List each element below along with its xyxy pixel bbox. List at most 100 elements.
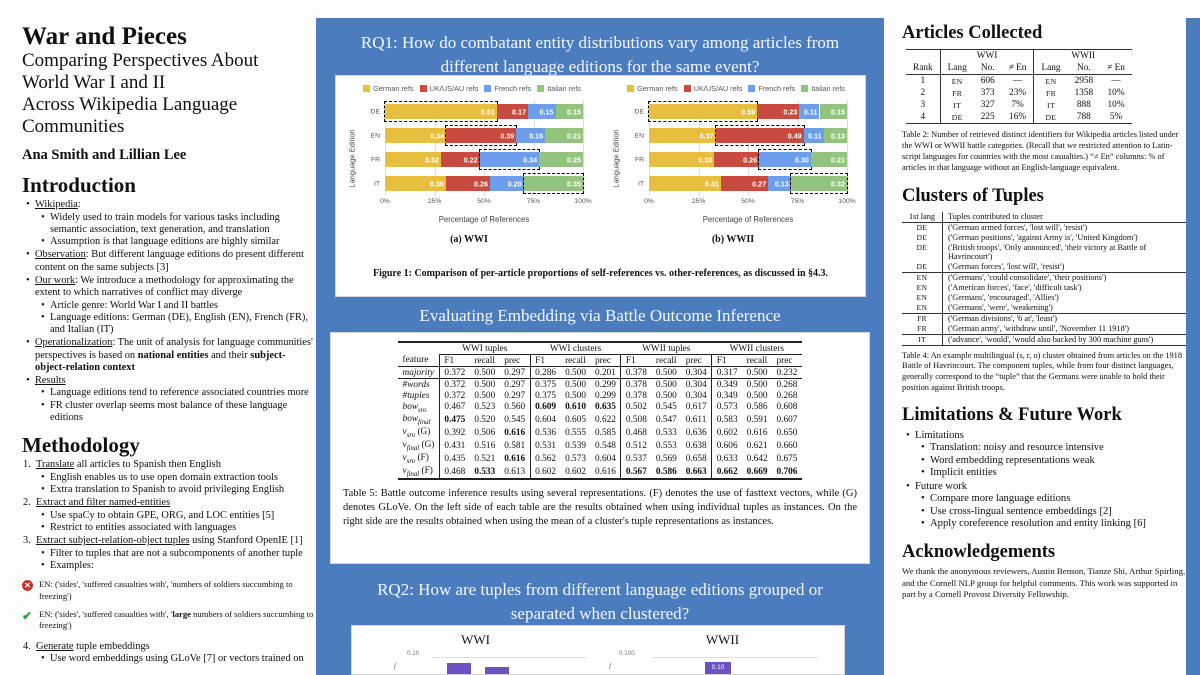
- value-cell: 0.606: [711, 439, 743, 453]
- cell: 788: [1076, 112, 1091, 123]
- bar-value: 0.11: [803, 107, 818, 116]
- feature-cell: majority: [398, 366, 440, 379]
- bar-value: 0.36: [429, 179, 444, 188]
- y-tick-label: 0.100: [619, 650, 635, 657]
- methodology-item-4: 4. Generate tuple embeddingsUse word embe…: [22, 641, 314, 666]
- metric-header: prec: [499, 354, 531, 367]
- rq1-title: RQ1: How do combatant entity distributio…: [360, 33, 840, 76]
- feature-cell: vfinal (F): [398, 465, 439, 479]
- feature-base: majority: [402, 367, 435, 378]
- legend-swatch: [627, 85, 635, 92]
- legend-swatch: [801, 85, 809, 92]
- group-header: WWI tuples: [439, 342, 531, 355]
- value-cell: 0.500: [746, 390, 768, 401]
- bar-segment: 0.21: [545, 128, 583, 143]
- acknowledgements-text: We thank the anonymous reviewers, Austin…: [902, 566, 1186, 600]
- x-tick: 50%: [741, 198, 755, 205]
- value-cell: 0.602: [565, 466, 586, 477]
- feature-cell: #words: [398, 379, 439, 391]
- metric-header: recall: [469, 354, 500, 367]
- right-column: Articles Collected WWI WWII Rank Lang No. ≠ E…: [902, 23, 1190, 601]
- value-cell: 0.502: [620, 401, 652, 414]
- limitations-subitem: Word embedding representations weak: [902, 455, 1190, 468]
- item-number: 2.: [23, 497, 31, 509]
- tuple-cell: ('German divisions', '6 at', 'least'): [942, 313, 1190, 324]
- bar-segment: 0.15: [819, 104, 847, 119]
- value-cell: 0.500: [474, 379, 496, 390]
- right-edge-strip: [1186, 18, 1200, 675]
- poster-subtitle: Comparing Perspectives About World War I …: [22, 50, 314, 138]
- value-cell: 0.569: [655, 453, 677, 464]
- value-cell: 0.547: [655, 415, 677, 426]
- bar-value: 0.32: [425, 155, 440, 164]
- bar-value: 0.39: [500, 131, 515, 140]
- table-row: 4 DE 225 16% DE 788 5%: [906, 111, 1132, 124]
- cell: DE: [1033, 111, 1068, 124]
- tuple-cell: ('German armed forces', 'lost will', 're…: [942, 222, 1190, 233]
- value-cell: 0.662: [711, 465, 743, 480]
- intro-subitem: Language editions: German (DE), English …: [22, 312, 314, 337]
- intro-subitem: Article genre: World War I and II battle…: [22, 300, 314, 313]
- feature-base: #tuples: [402, 390, 430, 401]
- text-segment: subject-object-relation context: [35, 349, 286, 373]
- bar-segment: 0.38: [649, 152, 715, 167]
- cell: 2958: [1074, 76, 1094, 87]
- feature-suffix: (F): [415, 452, 429, 463]
- value-cell: 0.583: [711, 413, 743, 427]
- value-cell: 0.548: [595, 441, 616, 451]
- gridline: [385, 100, 386, 196]
- y-axis-title: Language Edition: [611, 129, 621, 188]
- bar-value: 0.37: [699, 131, 714, 140]
- bar-row: FR 0.32 0.22 0.34 0.25: [371, 149, 583, 170]
- bar-value: 0.17: [511, 107, 526, 116]
- gridline: [432, 657, 587, 658]
- value-cell: 0.500: [560, 366, 591, 379]
- value-cell: 0.297: [499, 366, 531, 379]
- legend-item: UK/US/AU refs: [419, 84, 478, 93]
- lang-cell: FR: [902, 323, 943, 335]
- table-row: 1 EN 606 — EN 2958 —: [906, 74, 1132, 88]
- value-cell: 0.468: [620, 426, 652, 440]
- rq2-charts-panel: WWI 0.10 f WWII 0.100 f 0.10: [351, 625, 845, 675]
- method-subitem: Examples:: [22, 560, 314, 573]
- column-header: Lang: [939, 62, 974, 76]
- table-row: vsro (F) 0.435 0.521 0.616 0.562 0.573 0.604 0.…: [398, 452, 802, 466]
- bar-segment: 0.16: [516, 128, 546, 143]
- acknowledgements-heading: Acknowledgements: [902, 541, 1056, 562]
- value-cell: 0.586: [655, 466, 677, 477]
- limitations-subitem: Apply coreference resolution and entity …: [902, 518, 1190, 531]
- table-row: EN ('Germans', 'encouraged', 'Allies'): [902, 292, 1190, 303]
- clusters-table: 1st lang Tuples contributed to cluster DE(…: [902, 211, 1190, 346]
- bar-segment: 0.61: [384, 101, 498, 122]
- limitations-heading: Limitations & Future Work: [902, 405, 1122, 426]
- chart-legend: German refs UK/US/AU refs French refs Itali…: [343, 84, 595, 93]
- value-cell: 0.500: [474, 390, 496, 401]
- text-segment: : The unit of analysis for language comm…: [35, 337, 313, 361]
- category-label: DE: [634, 108, 644, 115]
- column-header: Lang: [1033, 62, 1068, 76]
- method-subitem: English enables us to use open domain ex…: [22, 472, 314, 485]
- bar-segment: 0.32: [385, 152, 442, 167]
- feature-header: feature: [398, 354, 440, 367]
- method-subitem: Filter to tuples that are not a subcompo…: [22, 548, 314, 561]
- value-cell: 0.304: [685, 390, 707, 401]
- limitations-item: Future work: [902, 481, 1190, 494]
- articles-heading: Articles Collected: [902, 23, 1043, 43]
- value-cell: 0.635: [595, 402, 616, 413]
- left-column: War and Pieces Comparing Perspectives Ab…: [22, 23, 314, 666]
- bar-row: EN 0.37 0.49 0.11 0.13: [635, 125, 847, 146]
- value-cell: 0.533: [655, 428, 677, 439]
- chart-caption: (a) WWI: [450, 234, 488, 245]
- value-cell: 0.642: [746, 453, 768, 464]
- bar-segment: 0.17: [496, 104, 528, 119]
- value-cell: 0.297: [504, 379, 526, 390]
- value-cell: 0.475: [438, 413, 470, 427]
- method-item: 1. Translate all articles to Spanish then…: [22, 459, 314, 471]
- value-cell: 0.468: [438, 465, 470, 480]
- table5-caption: Table 5: Battle outcome inference result…: [343, 488, 857, 528]
- rq2-wwii-title: WWII: [705, 632, 740, 647]
- bar-segment: 0.39: [445, 125, 518, 146]
- metric-header: prec: [681, 354, 712, 367]
- legend-label: French refs: [758, 84, 796, 93]
- x-tick: 100%: [574, 198, 592, 205]
